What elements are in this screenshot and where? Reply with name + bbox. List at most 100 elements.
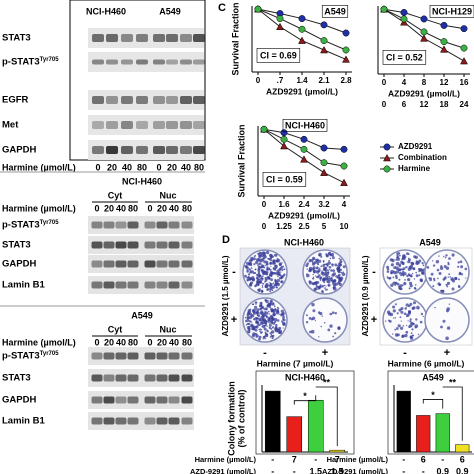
colony [261,331,263,333]
colony [404,333,408,338]
colony [276,310,280,314]
legend-label: Combination [398,153,447,162]
dose-label: 20 [107,162,117,172]
colony [457,261,460,264]
blot-strip [88,391,194,409]
colony [337,275,340,278]
colony [407,260,411,264]
colony [408,257,410,260]
colony [259,328,262,331]
blot-band [156,417,168,425]
colony [269,272,273,277]
blot-frame [69,0,206,161]
colony [250,278,253,281]
blot-band [92,34,104,42]
colony [323,322,326,324]
blot-band [92,96,104,104]
colony [263,320,268,324]
marker [254,5,262,13]
blot-band [106,121,118,129]
colony [312,266,316,270]
blot-band [193,96,205,104]
colony [314,320,316,322]
colony [399,316,402,319]
colony [266,325,268,327]
colony [451,279,456,283]
colony [260,290,264,293]
colony [318,285,322,288]
colony [270,333,272,335]
colony [269,335,272,338]
x-tick-label: 5 [322,222,327,231]
colony [268,310,270,313]
colony [438,255,440,257]
blot-band [92,59,104,65]
marker [340,162,348,170]
colony [418,274,421,277]
blot-band [121,34,133,42]
chart-title: A549 [422,372,444,382]
marker [440,38,448,46]
colony [258,324,261,327]
blot-band [180,96,192,104]
colony [247,273,251,276]
colony [251,309,255,313]
protein-label: p-STAT3Tyr705 [2,220,59,231]
colony [270,319,274,323]
colony [327,277,331,281]
colony [410,275,413,278]
colony [281,313,285,317]
x-tick-label: 1.25 [276,222,292,231]
colony [282,327,284,329]
colony [247,276,250,279]
colony [272,312,276,317]
colony [420,312,424,316]
bar [264,390,281,453]
colony [273,305,276,308]
colony [259,280,262,284]
colony [446,281,451,285]
colony [254,328,258,332]
colony [272,283,274,285]
colony [323,261,325,263]
marker [320,37,328,45]
blot-band [168,281,180,289]
colony [394,284,397,287]
dose-label: 80 [128,203,138,213]
dose-label: 20 [157,337,167,347]
plate-title: A549 [419,237,441,247]
colony [344,273,346,275]
colony [325,288,328,291]
colony [334,332,337,335]
colony [306,314,308,317]
blot-band [127,221,139,229]
colony [450,278,453,281]
colony [393,317,395,319]
blot-band [106,96,118,104]
bar [416,415,431,453]
colony [268,277,271,280]
colony [429,278,432,282]
colony [248,312,252,316]
colony [400,320,402,322]
bracket [293,395,317,405]
blot-band [91,374,103,382]
colony [419,268,423,272]
colony [386,268,390,271]
colony [252,272,255,274]
marker [280,129,288,137]
colony [395,261,400,266]
blot-band [91,260,103,268]
blot-band [181,352,193,360]
colony [312,282,316,286]
colony [406,315,408,318]
x-tick-label: 0 [382,100,387,109]
colony [280,280,284,284]
colony [395,282,397,284]
colony [268,281,270,283]
colony [417,333,420,336]
blot-band [144,260,156,268]
colony [408,287,411,290]
blot-band [168,396,180,404]
